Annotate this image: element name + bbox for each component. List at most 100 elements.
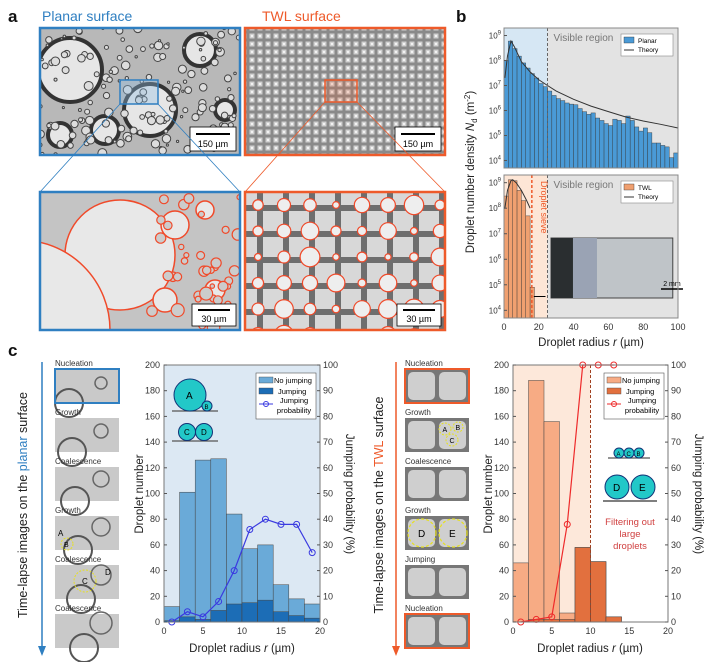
frame-label-jumping: Jumping	[405, 555, 435, 564]
droplet	[353, 196, 371, 214]
legend-label: Jumping	[278, 387, 306, 396]
highlight-circle	[73, 569, 97, 593]
bar-planar	[564, 102, 570, 169]
droplet-d	[195, 423, 213, 441]
y-tick-label: 140	[145, 437, 160, 447]
bar-planar	[660, 145, 666, 169]
frame-label-nucleation: Nucleation	[405, 359, 443, 368]
theory-line	[504, 39, 679, 129]
bar-planar	[582, 111, 587, 169]
droplet	[46, 122, 52, 129]
y2-tick-label: 70	[323, 437, 333, 447]
panel-label-c: c	[8, 341, 17, 360]
cavity	[408, 421, 435, 449]
bar-planar	[586, 114, 592, 169]
bar-planar	[638, 130, 644, 169]
y-tick-label: 80	[499, 514, 509, 524]
droplet	[191, 113, 200, 122]
bar-planar	[664, 146, 670, 169]
bar-planar	[508, 40, 513, 169]
droplet	[183, 193, 195, 204]
legend-label: No jumping	[274, 376, 312, 385]
y-tick-label: 140	[494, 437, 509, 447]
cavity	[408, 372, 435, 400]
droplet	[106, 76, 113, 83]
droplet	[145, 73, 153, 81]
probability-point	[261, 515, 269, 523]
x-tick-label: 10	[585, 626, 595, 636]
y-tick-label: 80	[150, 514, 160, 524]
filter-note-line: large	[619, 529, 640, 540]
droplet	[116, 139, 125, 148]
bar-twl	[503, 195, 509, 319]
svg-text:150 µm: 150 µm	[198, 139, 228, 149]
droplet	[78, 117, 84, 123]
bar-planar	[669, 157, 674, 169]
y2-tick-label: 10	[323, 591, 333, 601]
theory-line	[504, 179, 531, 209]
droplet	[356, 251, 368, 263]
droplet	[53, 77, 58, 82]
cavity	[408, 470, 435, 498]
droplet	[152, 287, 178, 313]
highlight-circle	[438, 422, 452, 436]
droplet	[197, 103, 207, 113]
bar-planar	[573, 104, 579, 169]
y-tick-label: 107	[489, 81, 502, 91]
bar-planar	[529, 73, 535, 169]
droplet	[409, 226, 419, 236]
frame-label-coalescence: Coalescence	[405, 457, 452, 466]
y2-tick-label: 40	[671, 514, 681, 524]
frame-mark: B	[456, 425, 461, 432]
droplet	[378, 273, 398, 293]
frame-label-growth: Growth	[55, 408, 81, 417]
droplet	[220, 111, 229, 120]
droplet	[104, 136, 113, 145]
cavity	[408, 568, 435, 596]
bar-no-jumping	[543, 421, 560, 623]
bar-planar	[651, 142, 657, 169]
y-tick-label: 105	[489, 130, 502, 140]
droplet	[332, 253, 340, 261]
bar-no-jumping	[179, 491, 196, 623]
droplet	[92, 470, 110, 488]
scale-bar-top-left: 150 µm	[189, 126, 237, 152]
legend-swatch	[606, 376, 622, 384]
droplet	[200, 55, 207, 62]
bar-jumping	[179, 616, 196, 623]
droplet	[150, 139, 161, 149]
droplet	[60, 37, 64, 41]
bar-planar	[656, 142, 661, 169]
droplet	[71, 35, 77, 41]
droplet	[120, 37, 126, 42]
panel-b-charts: Visible region Planar Theory 104 105 106 107 10…	[489, 27, 686, 332]
y-tick-label: 109	[489, 31, 502, 41]
y-tick-label: 40	[150, 566, 160, 576]
droplet-label: D	[201, 428, 207, 437]
x-tick-label: 0	[510, 626, 515, 636]
y-tick-label: 60	[499, 540, 509, 550]
y-tick-label: 160	[145, 411, 160, 421]
frame-mark: B	[64, 542, 69, 549]
twl-zoom-box	[324, 79, 358, 103]
droplet	[432, 223, 445, 239]
x-tick-label: 40	[569, 322, 579, 332]
droplet	[62, 34, 67, 39]
droplet	[97, 148, 108, 155]
cavity	[408, 519, 435, 547]
highlight-circle	[407, 518, 437, 548]
probability-point	[230, 567, 238, 575]
legend-swatch	[623, 183, 635, 191]
bar-no-jumping	[163, 606, 180, 623]
droplet	[209, 283, 216, 289]
droplet	[410, 279, 418, 287]
filter-note-line: droplets	[613, 541, 647, 552]
droplet	[379, 222, 397, 240]
bar-no-jumping	[210, 458, 227, 623]
droplet	[61, 106, 65, 110]
highlight-circle	[60, 537, 74, 551]
probability-point	[548, 613, 556, 621]
x-tick-label: 5	[549, 626, 554, 636]
droplet	[178, 243, 185, 251]
droplet	[177, 64, 187, 74]
